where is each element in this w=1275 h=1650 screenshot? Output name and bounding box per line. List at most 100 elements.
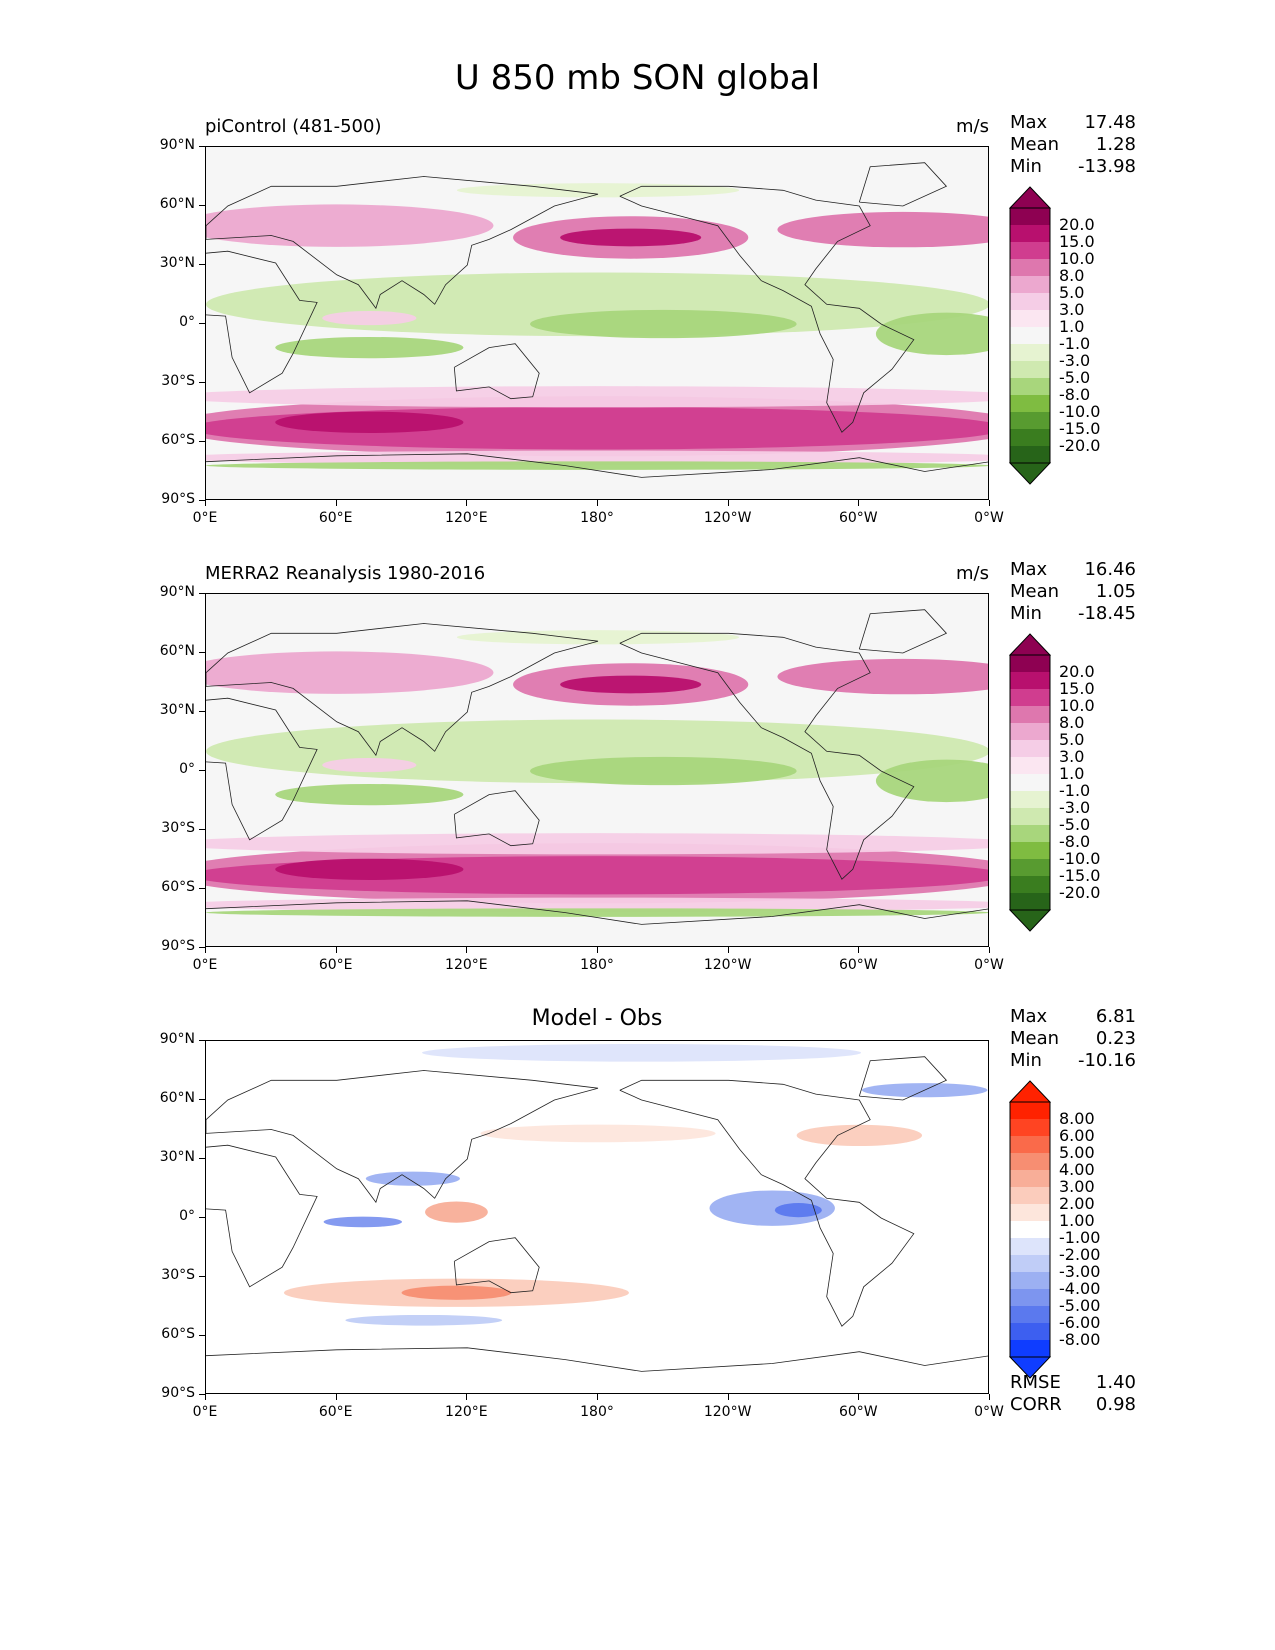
field-contour [206, 204, 494, 247]
colorbar-segment [1010, 689, 1050, 706]
y-tick-label: 60°S [161, 432, 195, 448]
stat-value: -13.98 [1077, 156, 1136, 177]
colorbar-tick-label: -2.00 [1059, 1245, 1101, 1264]
coastline [206, 900, 988, 925]
x-tick-mark [989, 947, 990, 953]
colorbar-tick-label: 1.0 [1059, 317, 1085, 336]
stat-value: 1.28 [1095, 134, 1136, 155]
colorbar-tick-label: 3.0 [1059, 300, 1085, 319]
x-tick-label: 0°E [192, 1404, 218, 1420]
colorbar-tick-label: -8.0 [1059, 385, 1091, 404]
x-tick-label: 0°W [974, 510, 1004, 526]
y-tick-mark [199, 770, 205, 771]
y-tick-label: 60°S [161, 1326, 195, 1342]
map-background [206, 1041, 988, 1393]
colorbar-segment [1010, 378, 1050, 395]
colorbar-segment [1010, 791, 1050, 808]
x-tick-label: 0°E [192, 957, 218, 973]
y-tick-mark [199, 1217, 205, 1218]
y-tick-mark [199, 1394, 205, 1395]
coastline [619, 632, 915, 880]
colorbar-segment [1010, 876, 1050, 893]
colorbar-tick-label: 2.00 [1059, 1194, 1095, 1213]
y-tick-mark [199, 264, 205, 265]
coastline [206, 176, 599, 310]
x-tick-mark [858, 1394, 860, 1400]
colorbar-extend-bottom [1009, 462, 1051, 485]
coastline [206, 453, 988, 478]
map-field [206, 1041, 988, 1393]
stat-row: Max 17.48 [1010, 112, 1136, 134]
y-tick-mark [199, 500, 205, 501]
colorbar-segment [1010, 706, 1050, 723]
stat-row: Min -18.45 [1010, 603, 1136, 625]
colorbar-tick-label: 8.0 [1059, 713, 1085, 732]
x-tick-label: 60°W [838, 510, 878, 526]
stat-name: Max [1010, 559, 1048, 580]
x-tick-mark [727, 1394, 729, 1400]
y-tick-mark [199, 888, 205, 889]
y-tick-label: 30°N [159, 255, 195, 271]
colorbar-tick-label: -3.00 [1059, 1262, 1101, 1281]
units-label: m/s [956, 116, 989, 137]
colorbar-tick-label: 8.0 [1059, 266, 1085, 285]
y-tick-label: 30°S [161, 1267, 195, 1283]
figure-title: U 850 mb SON global [454, 58, 821, 98]
field-contour [425, 1201, 488, 1223]
map-panel [205, 1040, 989, 1394]
stat-name: Min [1010, 156, 1042, 177]
colorbar-tick-label: 15.0 [1059, 232, 1095, 251]
colorbar-segment [1010, 825, 1050, 842]
stat-value: 6.81 [1095, 1006, 1136, 1027]
coastline [206, 623, 599, 757]
y-tick-label: 60°S [161, 879, 195, 895]
colorbar-tick-label: -5.0 [1059, 368, 1091, 387]
coastline [858, 609, 948, 654]
coastline [206, 697, 318, 841]
field-contour [323, 1216, 402, 1228]
colorbar-extend-top [1009, 186, 1051, 209]
colorbar-extend-bottom [1009, 909, 1051, 932]
colorbar-segment [1010, 276, 1050, 293]
y-tick-label: 90°S [161, 1385, 195, 1401]
x-tick-label: 120°W [703, 957, 752, 973]
x-tick-label: 60°W [838, 1404, 878, 1420]
x-tick-label: 120°E [445, 1404, 488, 1420]
colorbar-segment [1010, 412, 1050, 429]
colorbar-segment [1010, 1221, 1050, 1238]
stat-name: Min [1010, 1050, 1042, 1071]
field-contour [530, 309, 797, 339]
colorbar-tick-label: 15.0 [1059, 679, 1095, 698]
x-tick-mark [727, 947, 729, 953]
y-tick-label: 90°N [159, 584, 195, 600]
coastline [206, 1347, 988, 1372]
y-tick-label: 90°N [159, 137, 195, 153]
field-contour [275, 858, 464, 880]
colorbar-segment [1010, 757, 1050, 774]
colorbar-tick-label: -8.0 [1059, 832, 1091, 851]
x-tick-mark [205, 500, 206, 506]
x-tick-mark [466, 947, 468, 953]
colorbar-tick-label: -8.00 [1059, 1330, 1101, 1349]
field-contour [322, 758, 417, 773]
colorbar-tick-label: 3.0 [1059, 747, 1085, 766]
colorbar-segment [1010, 1136, 1050, 1153]
y-tick-mark [199, 652, 205, 653]
stat-name: Max [1010, 1006, 1048, 1027]
colorbar-tick-label: -5.00 [1059, 1296, 1101, 1315]
colorbar-tick-label: 3.00 [1059, 1177, 1095, 1196]
y-tick-mark [199, 146, 205, 147]
field-contour [777, 211, 988, 248]
field-contour [206, 897, 988, 912]
colorbar-segment [1010, 842, 1050, 859]
colorbar-tick-label: 5.00 [1059, 1143, 1095, 1162]
x-tick-mark [335, 500, 337, 506]
colorbar-tick-label: -10.0 [1059, 402, 1101, 421]
y-tick-mark [199, 1158, 205, 1159]
stat-row: Mean 1.05 [1010, 581, 1136, 603]
x-tick-label: 120°E [445, 510, 488, 526]
colorbar-segment [1010, 446, 1050, 463]
y-tick-mark [199, 441, 205, 442]
colorbar-tick-label: 1.0 [1059, 764, 1085, 783]
colorbar-segment [1010, 225, 1050, 242]
